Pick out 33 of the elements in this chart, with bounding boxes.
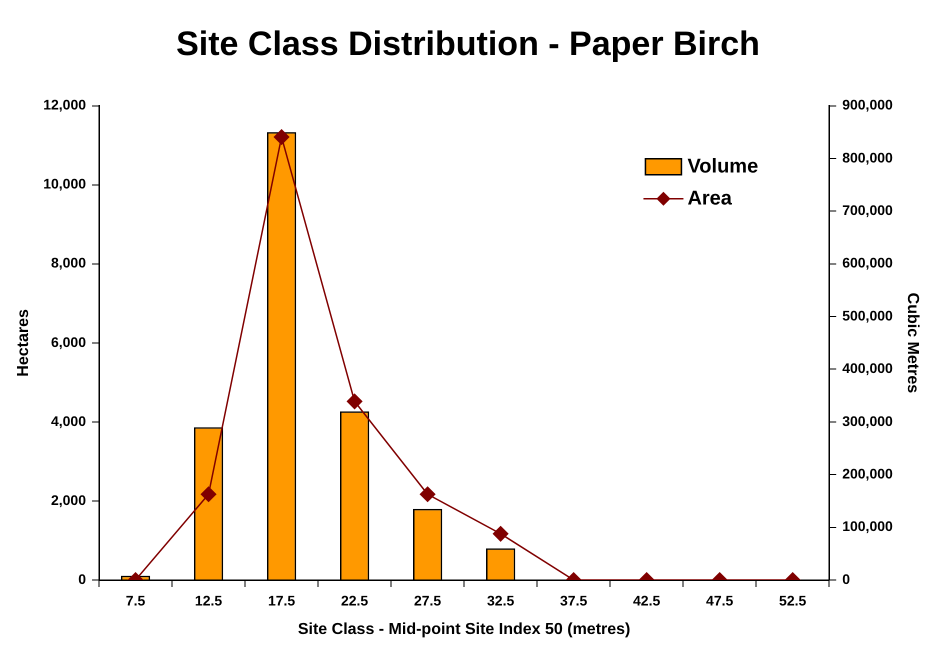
y-tick-label: 2,000	[50, 492, 86, 508]
y2-tick-label: 900,000	[842, 96, 894, 113]
y2-axis-title: Cubic Metres	[904, 292, 921, 394]
x-tick-label: 7.5	[126, 592, 146, 608]
y-tick-label: 12,000	[43, 96, 86, 113]
x-tick-label: 17.5	[268, 592, 296, 608]
x-tick-label: 47.5	[706, 592, 734, 608]
x-tick-label: 32.5	[486, 592, 514, 608]
y2-tick-label: 500,000	[842, 307, 894, 324]
y-tick-label: 4,000	[50, 412, 86, 429]
x-tick-label: 42.5	[633, 592, 660, 608]
x-tick-label: 52.5	[779, 592, 807, 608]
y2-tick-label: 700,000	[842, 202, 894, 218]
y2-tick-label: 100,000	[842, 518, 894, 534]
legend-label: Area	[687, 187, 733, 210]
y2-tick-label: 200,000	[842, 465, 894, 482]
y-axis-title: Hectares	[15, 309, 32, 377]
x-axis-title: Site Class - Mid-point Site Index 50 (metres)	[298, 620, 630, 638]
legend-label: Volume	[687, 155, 758, 178]
y2-tick-label: 0	[842, 570, 850, 587]
y-tick-label: 10,000	[43, 176, 86, 192]
y-tick-label: 8,000	[50, 254, 86, 271]
y2-tick-label: 800,000	[842, 149, 894, 166]
y-tick-label: 6,000	[50, 334, 86, 350]
y-tick-label: 0	[78, 570, 86, 587]
y2-tick-label: 300,000	[842, 412, 894, 429]
x-tick-label: 22.5	[340, 592, 368, 608]
x-tick-label: 27.5	[414, 592, 442, 608]
y2-tick-label: 600,000	[842, 254, 894, 271]
x-tick-label: 12.5	[194, 592, 222, 608]
x-tick-label: 37.5	[560, 592, 588, 608]
chart-title: Site Class Distribution - Paper Birch	[176, 24, 760, 63]
y2-tick-label: 400,000	[842, 360, 894, 376]
